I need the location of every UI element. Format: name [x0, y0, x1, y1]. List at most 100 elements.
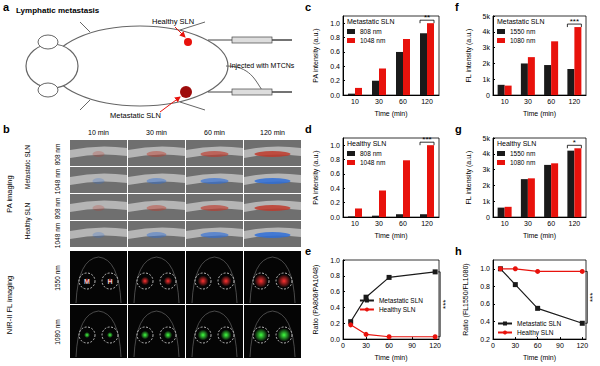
svg-text:120: 120 [421, 98, 433, 105]
svg-text:1.0: 1.0 [480, 265, 490, 272]
svg-text:1k: 1k [483, 76, 491, 83]
svg-text:60: 60 [399, 220, 407, 227]
svg-text:1048 nm: 1048 nm [54, 169, 61, 194]
svg-text:1.0: 1.0 [330, 20, 340, 27]
svg-text:b: b [3, 123, 10, 135]
svg-text:Time (min): Time (min) [374, 232, 407, 240]
svg-text:1048 nm: 1048 nm [360, 159, 385, 166]
svg-text:0.6: 0.6 [480, 300, 490, 307]
svg-text:Injected with MTCNs: Injected with MTCNs [230, 62, 295, 70]
svg-text:Healthy SLN: Healthy SLN [24, 202, 32, 239]
svg-text:Metastatic SLN: Metastatic SLN [347, 18, 394, 25]
svg-text:0.4: 0.4 [330, 304, 340, 311]
svg-text:M: M [84, 278, 90, 285]
svg-text:Ratio (FL1550/FL1080): Ratio (FL1550/FL1080) [462, 263, 470, 335]
svg-text:2k: 2k [483, 182, 491, 189]
svg-text:***: *** [570, 17, 579, 26]
svg-text:Healthy SLN: Healthy SLN [152, 17, 194, 26]
svg-text:1.0: 1.0 [330, 142, 340, 149]
svg-text:f: f [455, 1, 459, 13]
svg-text:Time (min): Time (min) [374, 354, 407, 362]
svg-text:PA intensity (a.u.): PA intensity (a.u.) [312, 150, 320, 204]
svg-text:1.0: 1.0 [330, 257, 340, 264]
svg-text:NIR-II FL imaging: NIR-II FL imaging [5, 276, 14, 335]
svg-text:10: 10 [501, 220, 509, 227]
svg-text:60: 60 [547, 98, 555, 105]
svg-text:H: H [107, 278, 112, 285]
svg-text:0.0: 0.0 [330, 92, 340, 99]
svg-text:120: 120 [569, 220, 581, 227]
svg-text:10: 10 [351, 98, 359, 105]
svg-text:30 min: 30 min [146, 129, 167, 136]
svg-text:4k: 4k [483, 28, 491, 35]
svg-text:0.2: 0.2 [480, 336, 490, 343]
svg-text:60: 60 [385, 342, 393, 349]
svg-text:808 nm: 808 nm [360, 28, 382, 35]
svg-text:g: g [455, 123, 462, 135]
svg-text:30: 30 [511, 342, 519, 349]
svg-text:60: 60 [547, 220, 555, 227]
svg-text:0: 0 [486, 214, 490, 221]
svg-text:808 nm: 808 nm [360, 150, 382, 157]
svg-text:808 nm: 808 nm [54, 198, 61, 220]
svg-text:120: 120 [576, 342, 588, 349]
svg-text:1048 nm: 1048 nm [54, 223, 61, 248]
svg-text:Healthy SLN: Healthy SLN [347, 140, 386, 148]
svg-text:Time (min): Time (min) [523, 232, 556, 240]
svg-text:***: *** [422, 135, 431, 144]
svg-text:e: e [305, 245, 311, 257]
svg-text:3k: 3k [483, 44, 491, 51]
svg-text:1048 nm: 1048 nm [360, 37, 385, 44]
svg-text:0.0: 0.0 [330, 336, 340, 343]
svg-text:FL intensity (a.u.): FL intensity (a.u.) [465, 151, 473, 205]
svg-text:Time (min): Time (min) [374, 110, 407, 118]
svg-text:Metastatic SLN: Metastatic SLN [379, 297, 423, 304]
svg-text:5k: 5k [483, 13, 491, 20]
svg-text:0.8: 0.8 [330, 34, 340, 41]
svg-text:1550 nm: 1550 nm [510, 150, 535, 157]
svg-text:60 min: 60 min [204, 129, 225, 136]
svg-text:d: d [305, 123, 312, 135]
svg-text:FL intensity (a.u.): FL intensity (a.u.) [465, 29, 473, 83]
svg-text:4k: 4k [483, 150, 491, 157]
svg-text:1080 nm: 1080 nm [54, 319, 61, 344]
svg-text:0.2: 0.2 [330, 77, 340, 84]
svg-text:***: *** [441, 300, 450, 309]
svg-text:30: 30 [362, 342, 370, 349]
svg-text:30: 30 [375, 220, 383, 227]
svg-text:1550 nm: 1550 nm [510, 28, 535, 35]
svg-text:1080 nm: 1080 nm [510, 159, 535, 166]
svg-text:Metastatic SLN: Metastatic SLN [24, 145, 31, 189]
svg-text:h: h [455, 245, 462, 257]
svg-text:Time (min): Time (min) [523, 110, 556, 118]
svg-text:0.0: 0.0 [330, 214, 340, 221]
svg-text:120: 120 [569, 98, 581, 105]
svg-text:0.2: 0.2 [330, 320, 340, 327]
svg-text:0.8: 0.8 [330, 156, 340, 163]
svg-text:PA intensity (a.u.): PA intensity (a.u.) [312, 28, 320, 82]
svg-text:120: 120 [421, 220, 433, 227]
svg-text:3k: 3k [483, 166, 491, 173]
svg-text:60: 60 [534, 342, 542, 349]
svg-text:2k: 2k [483, 60, 491, 67]
svg-text:808 nm: 808 nm [54, 144, 61, 166]
svg-text:Lymphatic metastasis: Lymphatic metastasis [16, 6, 100, 15]
svg-text:c: c [305, 1, 311, 13]
svg-text:30: 30 [524, 220, 532, 227]
svg-text:0.6: 0.6 [330, 288, 340, 295]
svg-text:PA imaging: PA imaging [5, 175, 14, 212]
svg-text:Ratio (PA808/PA1048): Ratio (PA808/PA1048) [312, 265, 320, 335]
svg-text:Metastatic SLN: Metastatic SLN [497, 18, 544, 25]
svg-text:1080 nm: 1080 nm [510, 37, 535, 44]
svg-text:30: 30 [375, 98, 383, 105]
svg-text:0.4: 0.4 [480, 318, 490, 325]
svg-text:120 min: 120 min [260, 129, 285, 136]
svg-text:0.6: 0.6 [330, 170, 340, 177]
svg-text:5k: 5k [483, 135, 491, 142]
svg-text:0.6: 0.6 [330, 48, 340, 55]
svg-text:*: * [573, 138, 576, 147]
svg-text:**: ** [424, 13, 430, 22]
svg-text:1k: 1k [483, 198, 491, 205]
svg-text:0: 0 [341, 342, 345, 349]
svg-text:10 min: 10 min [88, 129, 109, 136]
